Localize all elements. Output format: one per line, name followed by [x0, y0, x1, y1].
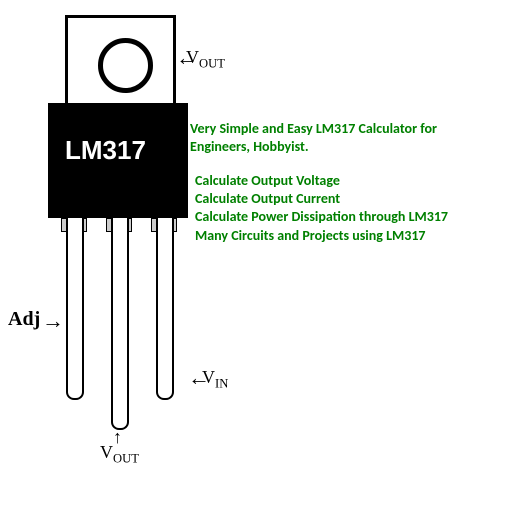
component-tab — [65, 15, 176, 106]
description-main: Very Simple and Easy LM317 Calculator fo… — [190, 120, 500, 156]
description-features: Calculate Output Voltage Calculate Outpu… — [195, 172, 505, 245]
feature-item: Many Circuits and Projects using LM317 — [195, 227, 505, 245]
lm317-infographic: LM317 ← VOUT Adj → ← VIN VOUT ↑ Very Sim… — [0, 0, 512, 512]
pin3-label-vin: VIN — [202, 367, 228, 392]
feature-item: Calculate Power Dissipation through LM31… — [195, 208, 505, 226]
feature-item: Calculate Output Voltage — [195, 172, 505, 190]
arrow-right-icon: → — [42, 310, 64, 332]
arrow-up-icon: ↑ — [113, 428, 122, 446]
tab-label-vout: VOUT — [186, 47, 225, 72]
pin-vin — [156, 218, 174, 400]
feature-item: Calculate Output Current — [195, 190, 505, 208]
pin-vout — [111, 218, 129, 430]
pin1-label-adj: Adj — [8, 308, 40, 331]
part-number-label: LM317 — [65, 135, 146, 166]
pin-adj — [66, 218, 84, 400]
mounting-hole — [98, 38, 153, 93]
